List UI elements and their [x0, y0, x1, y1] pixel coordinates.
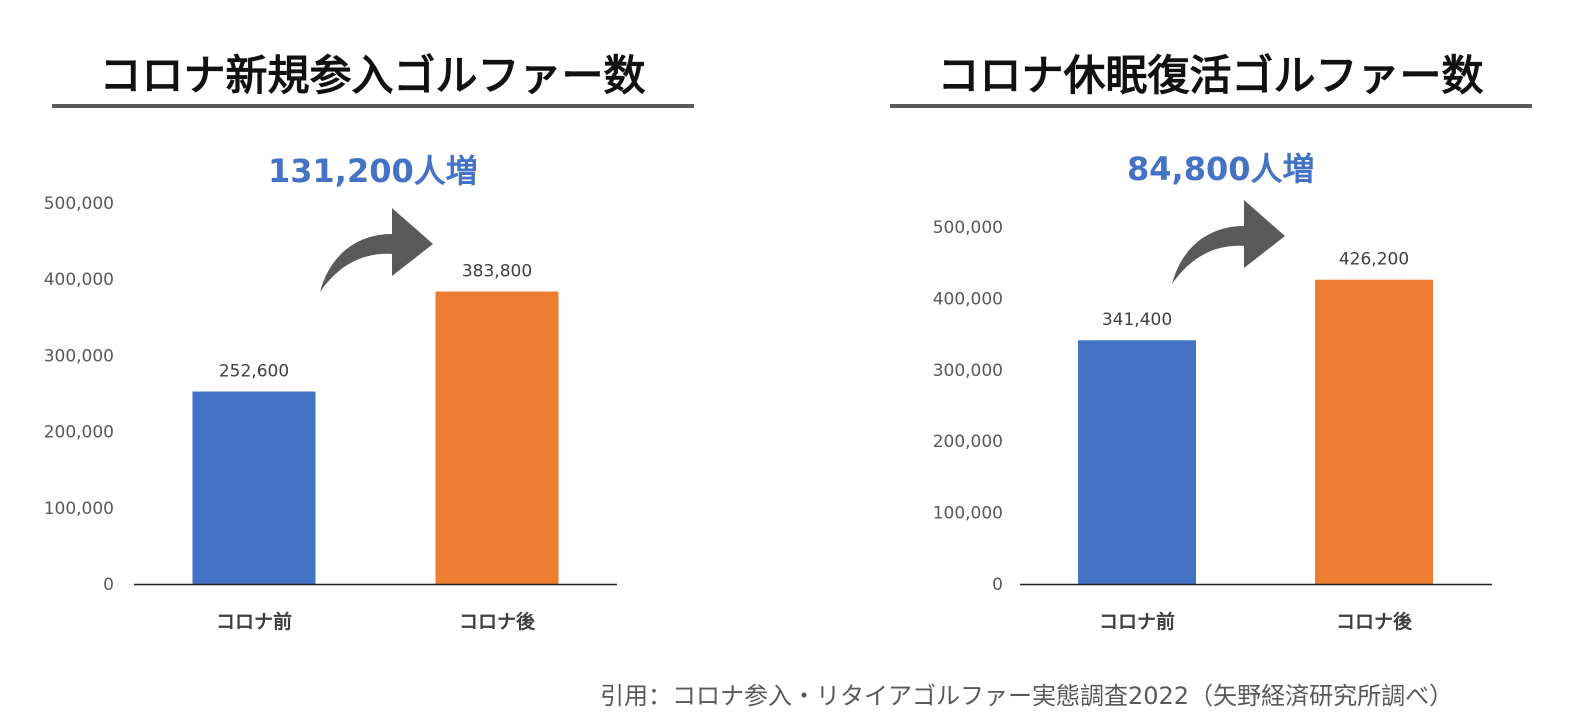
- data-label: 252,600: [219, 362, 289, 382]
- y-tick-label: 100,000: [44, 499, 114, 519]
- source-citation: 引用：コロナ参入・リタイアゴルファー実態調査2022（矢野経済研究所調べ）: [600, 682, 1454, 710]
- bar-chart-new-golfers: 0 100,000 200,000 300,000 400,000 500,000 252,…: [44, 194, 617, 633]
- y-tick-label: 500,000: [933, 218, 1003, 238]
- chart-title: コロナ新規参入ゴルファー数: [99, 51, 646, 100]
- data-label: 341,400: [1102, 310, 1172, 330]
- title-underline: [52, 104, 694, 108]
- curved-arrow-icon: [1172, 200, 1285, 284]
- increase-label: 131,200人増: [268, 152, 478, 190]
- data-label: 383,800: [462, 262, 532, 282]
- y-tick-label: 300,000: [44, 346, 114, 366]
- y-tick-label: 100,000: [933, 504, 1003, 524]
- curved-arrow-icon: [320, 208, 433, 292]
- y-tick-label: 400,000: [44, 270, 114, 290]
- y-tick-label: 200,000: [44, 423, 114, 443]
- y-tick-label: 0: [103, 575, 114, 595]
- category-label: コロナ前: [1099, 610, 1175, 633]
- y-tick-label: 200,000: [933, 432, 1003, 452]
- chart-title: コロナ休眠復活ゴルファー数: [937, 51, 1484, 100]
- bar: [1315, 279, 1433, 584]
- chart-panel-returning-golfers: コロナ休眠復活ゴルファー数 84,800人増 0 100,000 200,000 30…: [888, 0, 1573, 650]
- chart-panel-new-golfers: コロナ新規参入ゴルファー数 131,200人増 0 100,000 200,000 3…: [44, 0, 750, 650]
- increase-label: 84,800人増: [1127, 150, 1315, 188]
- bar: [192, 391, 316, 584]
- category-label: コロナ後: [459, 610, 536, 633]
- bar: [1078, 340, 1196, 584]
- y-tick-label: 0: [992, 575, 1003, 595]
- bar-chart-returning-golfers: 0 100,000 200,000 300,000 400,000 500,000 341,…: [933, 200, 1492, 633]
- bar: [435, 291, 559, 584]
- y-tick-label: 400,000: [933, 289, 1003, 309]
- y-tick-label: 300,000: [933, 361, 1003, 381]
- title-underline: [890, 104, 1532, 108]
- category-label: コロナ後: [1336, 610, 1413, 633]
- category-label: コロナ前: [216, 610, 292, 633]
- y-tick-label: 500,000: [44, 194, 114, 214]
- data-label: 426,200: [1339, 250, 1409, 270]
